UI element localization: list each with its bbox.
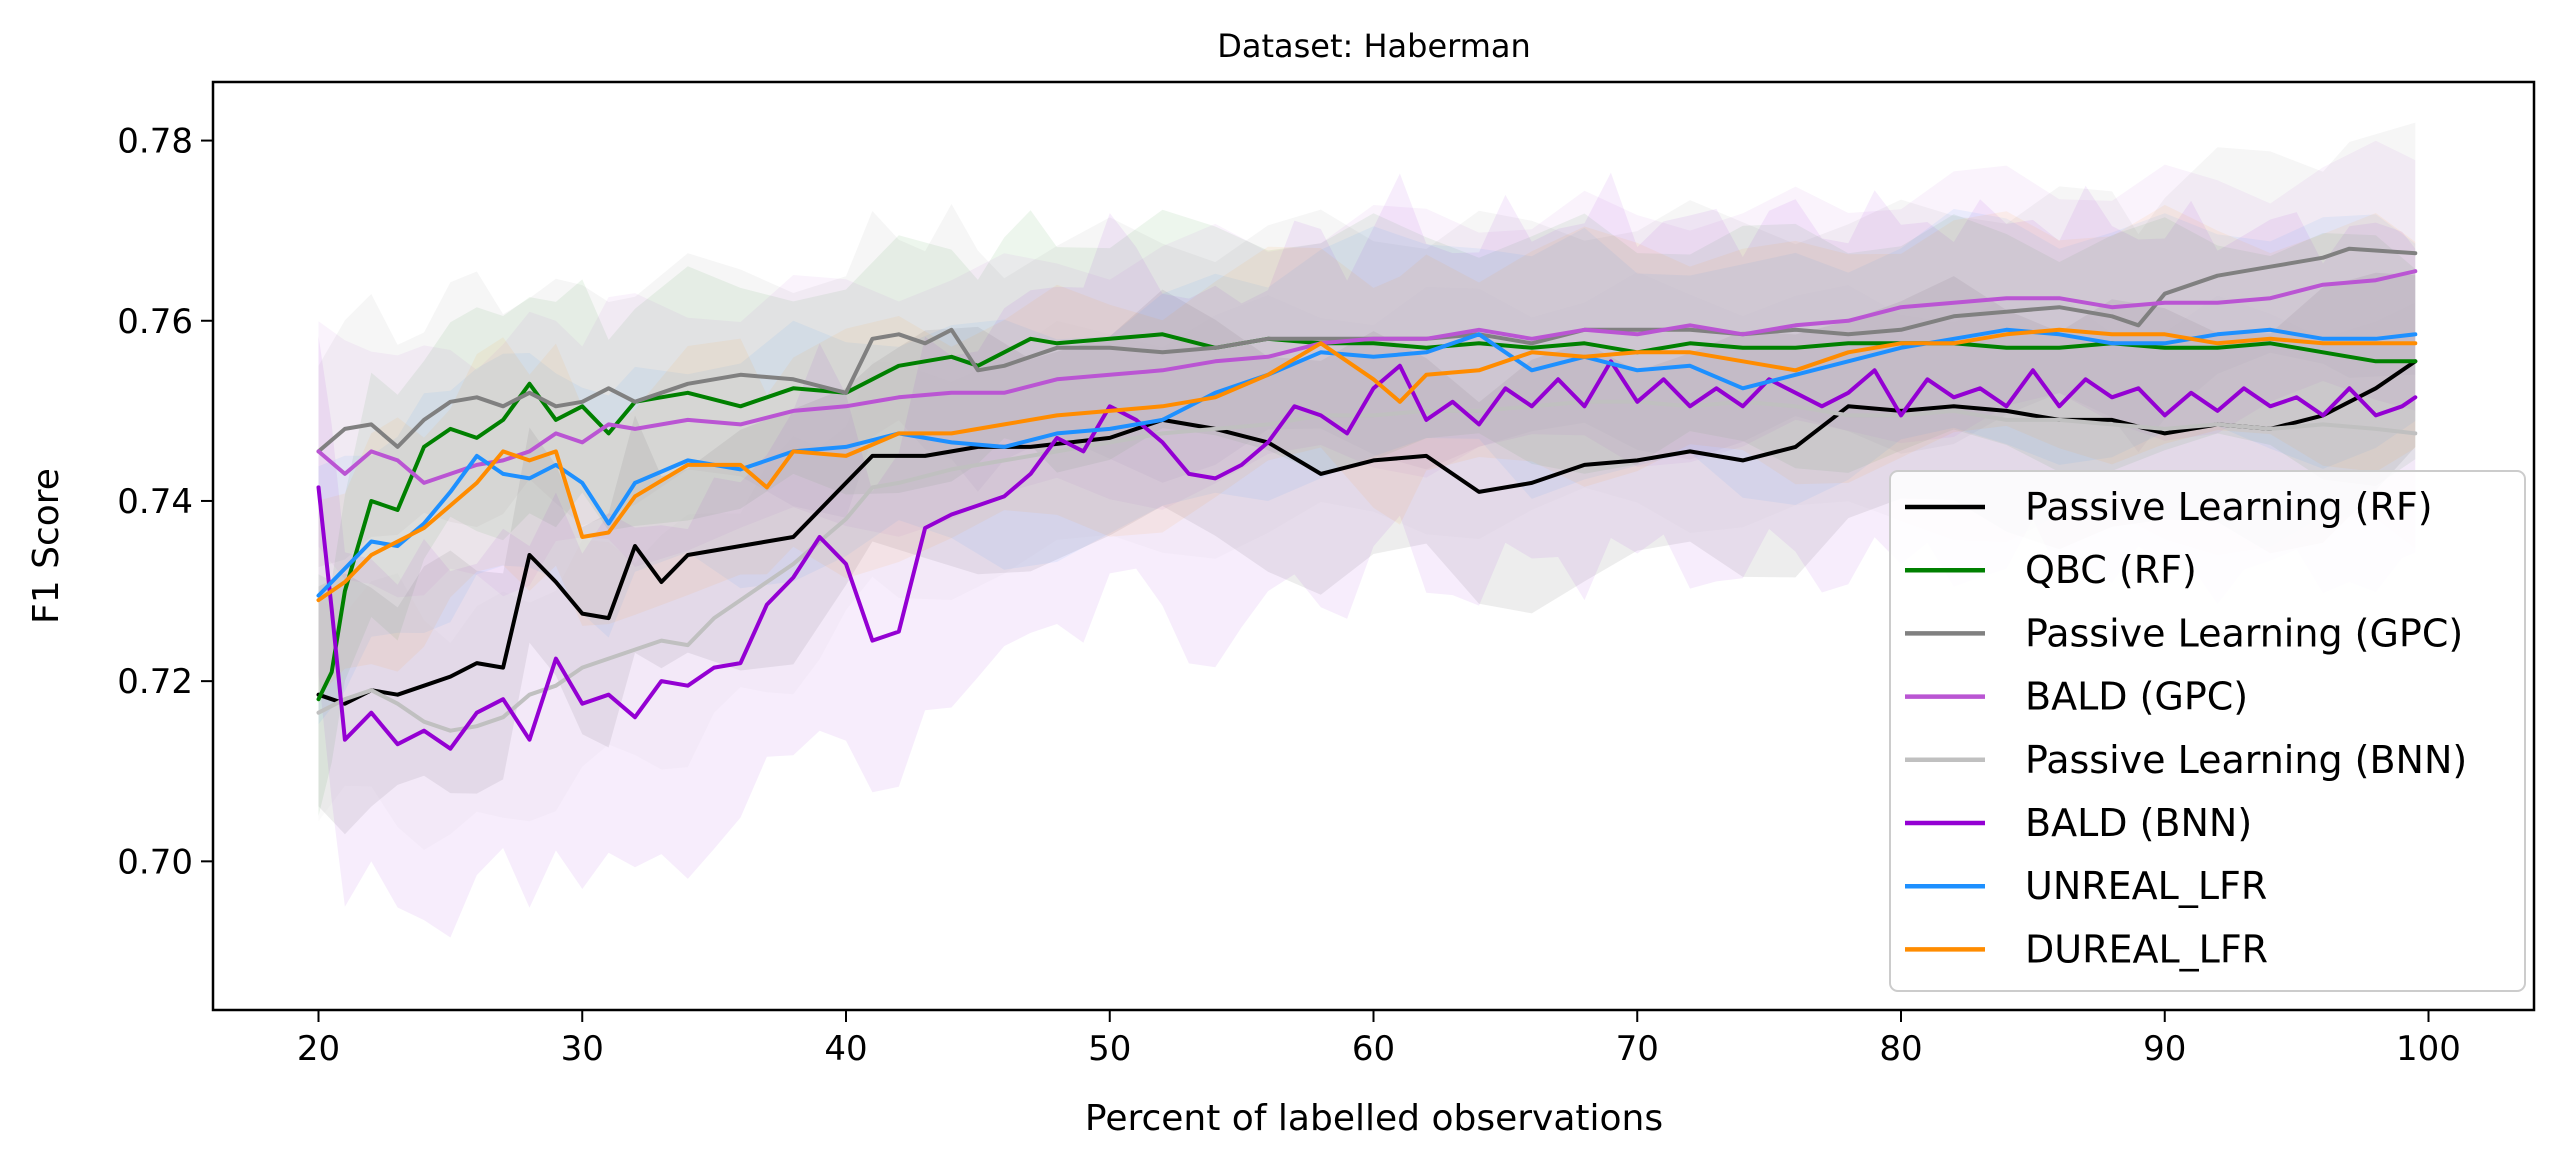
x-tick-label: 30 [561, 1029, 604, 1069]
band-1 [318, 272, 2416, 835]
x-tick-label: 80 [1879, 1029, 1922, 1069]
legend-label-7: UNREAL_LFR [2025, 864, 2267, 908]
y-tick-label: 0.70 [117, 842, 193, 882]
series-line-8 [316, 327, 2418, 603]
series-line-5 [316, 399, 2418, 733]
x-tick-label: 50 [1088, 1029, 1131, 1069]
x-tick-label: 90 [2143, 1029, 2186, 1069]
x-tick-label: 60 [1352, 1029, 1395, 1069]
y-axis: 0.70 0.72 0.74 0.76 0.78 [117, 122, 213, 882]
band-8 [318, 204, 2416, 696]
legend-label-5: Passive Learning (BNN) [2025, 738, 2467, 782]
x-tick-label: 100 [2396, 1029, 2461, 1069]
legend-box [1889, 470, 2526, 992]
y-tick-label: 0.78 [117, 122, 193, 162]
legend-label-1: Passive Learning (RF) [2025, 485, 2433, 529]
chart-title: Dataset: Haberman [1217, 27, 1531, 65]
legend-label-4: BALD (GPC) [2025, 675, 2248, 719]
x-tick-label: 70 [1616, 1029, 1659, 1069]
band-7 [318, 208, 2416, 725]
y-axis-label: F1 Score [26, 468, 67, 624]
y-tick-label: 0.74 [117, 482, 193, 522]
series-line-2 [316, 332, 2418, 702]
series-line-4 [316, 269, 2418, 485]
series-line-1 [316, 359, 2418, 706]
x-tick-label: 20 [297, 1029, 340, 1069]
x-axis-label: Percent of labelled observations [1085, 1098, 1663, 1139]
legend-label-6: BALD (BNN) [2025, 801, 2252, 845]
x-axis: 20 30 40 50 60 70 80 90 100 [297, 1010, 2461, 1069]
legend-label-3: Passive Learning (GPC) [2025, 611, 2463, 655]
series-line-6 [316, 359, 2418, 751]
y-tick-label: 0.76 [117, 302, 193, 342]
y-tick-label: 0.72 [117, 662, 193, 702]
legend-label-2: QBC (RF) [2025, 548, 2197, 592]
series-line-3 [316, 246, 2418, 454]
band-6 [318, 172, 2416, 938]
x-tick-label: 40 [824, 1029, 867, 1069]
legend: Passive Learning (RF) QBC (RF) Passive Lea… [1889, 470, 2526, 992]
band-4 [318, 140, 2416, 598]
series-lines [316, 246, 2418, 751]
band-2 [318, 209, 2416, 816]
legend-label-8: DUREAL_LFR [2025, 927, 2268, 971]
